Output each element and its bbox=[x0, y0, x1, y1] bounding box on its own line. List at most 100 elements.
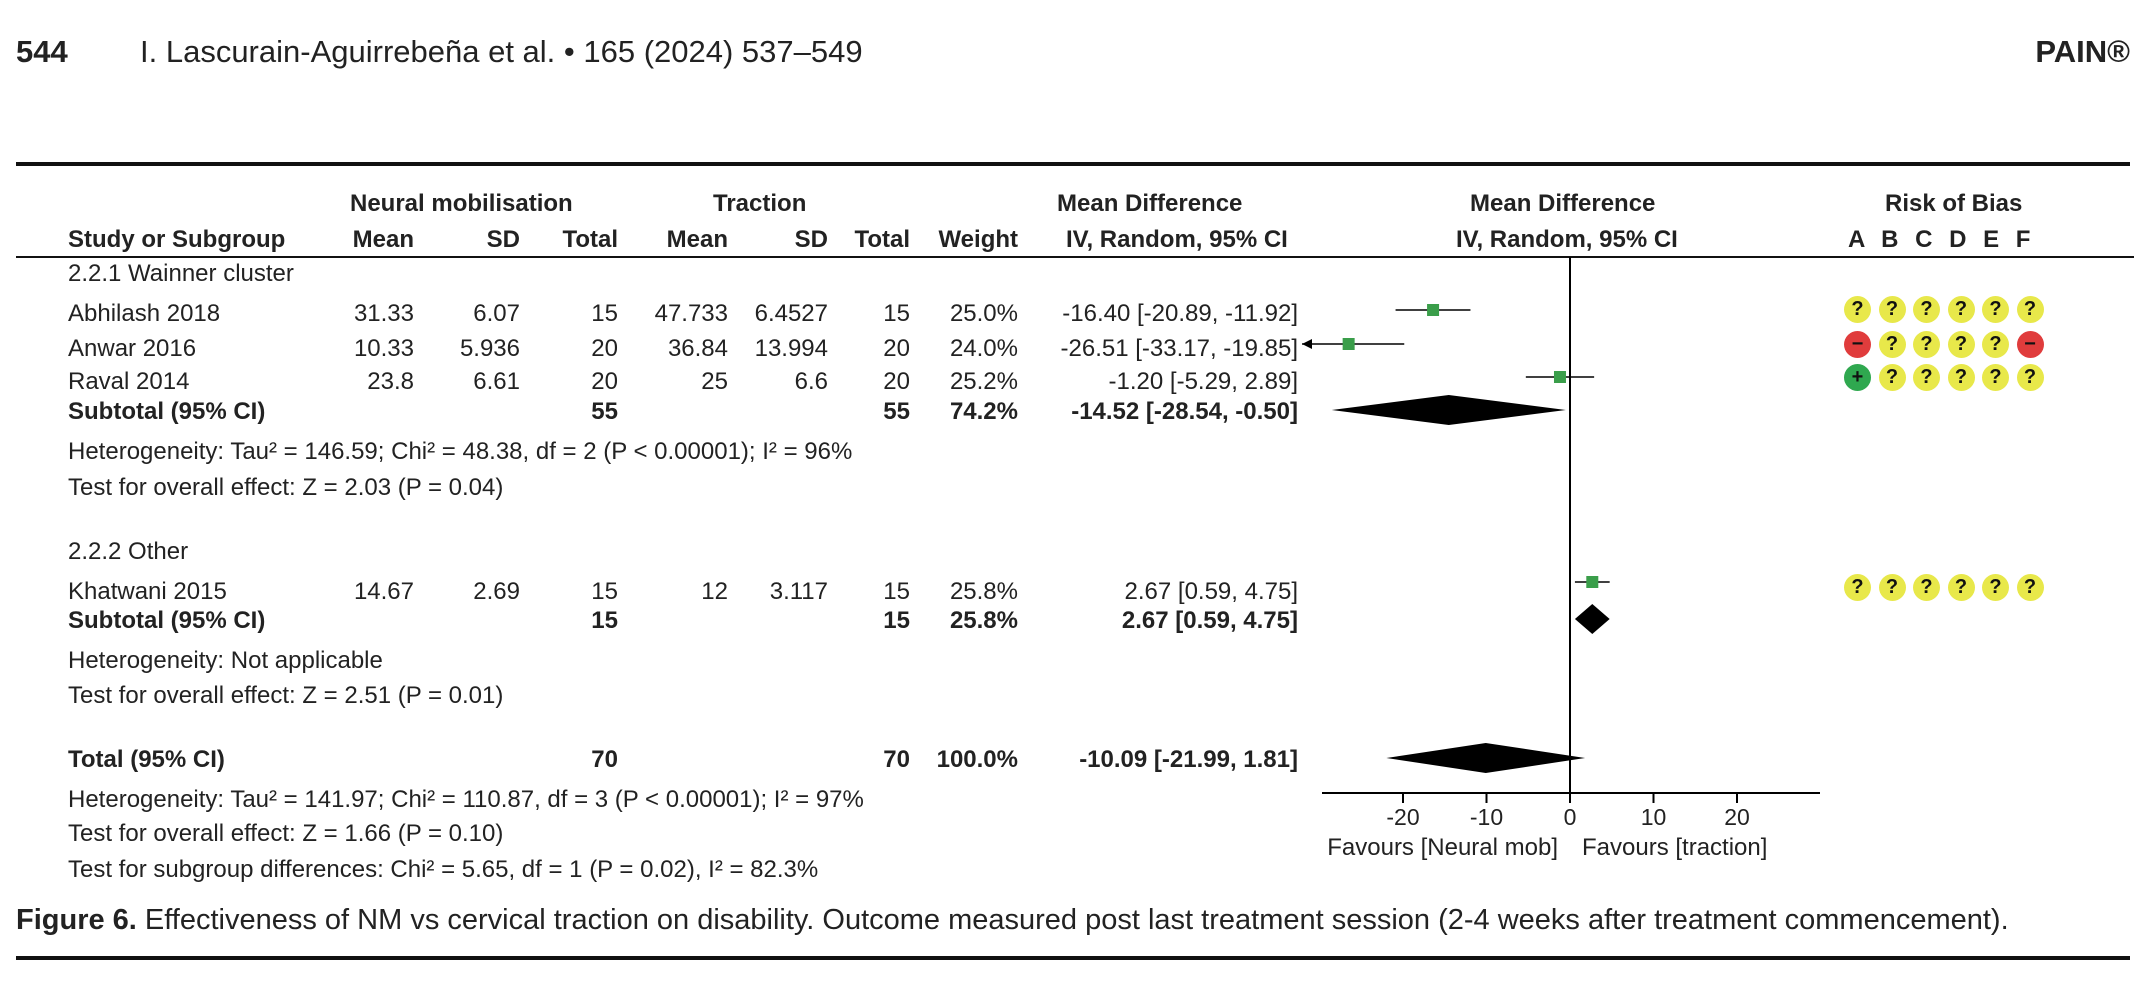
citation: I. Lascurain-Aguirrebeña et al. • 165 (2… bbox=[140, 34, 863, 69]
risk-of-bias-unclear-icon: ? bbox=[1947, 331, 1975, 358]
total-weight: 100.0% bbox=[936, 746, 1018, 773]
risk-of-bias-unclear-icon: ? bbox=[1982, 574, 2009, 601]
col-total1: Total bbox=[562, 226, 618, 253]
x-tick-label: -20 bbox=[1386, 804, 1419, 830]
total1-value: 15 bbox=[591, 300, 618, 327]
favours-left-label: Favours [Neural mob] bbox=[1327, 834, 1558, 861]
risk-of-bias-unclear-icon: ? bbox=[1844, 574, 1871, 601]
risk-of-bias-unclear-icon: ? bbox=[1947, 296, 1975, 323]
risk-of-bias-unclear-icon: ? bbox=[1947, 574, 1975, 601]
group-header-neural: Neural mobilisation bbox=[350, 190, 573, 217]
total-n1: 70 bbox=[591, 746, 618, 773]
ci-value: 2.67 [0.59, 4.75] bbox=[1124, 578, 1298, 605]
heterogeneity-text: Heterogeneity: Not applicable bbox=[68, 647, 383, 674]
risk-of-bias-unclear-icon: ? bbox=[1982, 331, 2009, 358]
group-header-md-right: Mean Difference bbox=[1470, 190, 1656, 217]
col-mean2: Mean bbox=[666, 226, 728, 253]
col-total2: Total bbox=[854, 226, 910, 253]
risk-of-bias-unclear-icon: ? bbox=[1878, 574, 1906, 601]
risk-of-bias-unclear-icon: ? bbox=[1913, 574, 1940, 601]
total1-value: 15 bbox=[591, 578, 618, 605]
subtotal-label: Subtotal (95% CI) bbox=[68, 398, 266, 425]
subtotal-n2: 55 bbox=[883, 398, 910, 425]
pooled-diamond bbox=[1331, 395, 1566, 425]
col-sd1: SD bbox=[486, 226, 520, 253]
risk-of-bias-unclear-icon: ? bbox=[1844, 296, 1871, 323]
col-sd2: SD bbox=[794, 226, 828, 253]
study-marker bbox=[1553, 371, 1566, 383]
pooled-diamond bbox=[1574, 604, 1610, 634]
risk-of-bias-high-icon: − bbox=[1844, 331, 1871, 358]
total1-value: 20 bbox=[591, 368, 618, 395]
ci-value: -16.40 [-20.89, -11.92] bbox=[1062, 300, 1298, 327]
sd1-value: 2.69 bbox=[473, 578, 520, 605]
caption-text: Effectiveness of NM vs cervical traction… bbox=[136, 904, 2009, 936]
total-heterogeneity-text: Heterogeneity: Tau² = 141.97; Chi² = 110… bbox=[68, 786, 864, 813]
study-name: Raval 2014 bbox=[68, 368, 190, 395]
mean2-value: 12 bbox=[701, 578, 728, 605]
col-study: Study or Subgroup bbox=[68, 226, 286, 253]
subtotal-label: Subtotal (95% CI) bbox=[68, 607, 266, 634]
group-header-traction: Traction bbox=[713, 190, 807, 217]
subtotal-n2: 15 bbox=[883, 607, 910, 634]
risk-of-bias-unclear-icon: ? bbox=[1913, 364, 1940, 391]
total-label: Total (95% CI) bbox=[68, 746, 225, 773]
x-tick-label: 10 bbox=[1641, 804, 1667, 830]
heterogeneity-text: Heterogeneity: Tau² = 146.59; Chi² = 48.… bbox=[68, 438, 853, 465]
risk-of-bias-unclear-icon: ? bbox=[1982, 296, 2009, 323]
col-mean1: Mean bbox=[352, 226, 414, 253]
weight-value: 25.2% bbox=[949, 368, 1018, 395]
col-rob-letters: A B C D E F bbox=[1848, 226, 2036, 253]
total-n2: 70 bbox=[883, 746, 910, 773]
risk-of-bias-low-icon: + bbox=[1844, 364, 1871, 391]
overall-effect-text: Test for overall effect: Z = 2.03 (P = 0… bbox=[68, 474, 504, 501]
risk-of-bias-unclear-icon: ? bbox=[2016, 364, 2044, 391]
group-header-rob: Risk of Bias bbox=[1885, 190, 2023, 217]
x-tick-label: 20 bbox=[1724, 804, 1750, 830]
risk-of-bias-unclear-icon: ? bbox=[1878, 364, 1906, 391]
sd1-value: 6.07 bbox=[473, 300, 520, 327]
risk-of-bias-unclear-icon: ? bbox=[1982, 364, 2009, 391]
mean2-value: 25 bbox=[701, 368, 728, 395]
bottom-rule bbox=[16, 956, 2130, 960]
weight-value: 25.8% bbox=[949, 578, 1018, 605]
mean2-value: 36.84 bbox=[667, 335, 728, 362]
ci-value: -1.20 [-5.29, 2.89] bbox=[1108, 368, 1298, 395]
x-tick-label: 0 bbox=[1564, 804, 1577, 830]
mean1-value: 14.67 bbox=[353, 578, 414, 605]
favours-right-label: Favours [traction] bbox=[1582, 834, 1767, 861]
sd2-value: 6.6 bbox=[794, 368, 828, 395]
weight-value: 25.0% bbox=[949, 300, 1018, 327]
risk-of-bias-unclear-icon: ? bbox=[2016, 296, 2044, 323]
risk-of-bias-unclear-icon: ? bbox=[1913, 331, 1940, 358]
risk-of-bias-unclear-icon: ? bbox=[1913, 296, 1940, 323]
mean2-value: 47.733 bbox=[654, 300, 728, 327]
caption-label: Figure 6. bbox=[16, 904, 137, 936]
study-name: Abhilash 2018 bbox=[68, 300, 221, 327]
ci-arrow bbox=[1302, 339, 1312, 349]
mean1-value: 23.8 bbox=[367, 368, 414, 395]
subtotal-ci: -14.52 [-28.54, -0.50] bbox=[1071, 398, 1298, 425]
sd2-value: 6.4527 bbox=[754, 300, 828, 327]
group-header-md-left: Mean Difference bbox=[1057, 190, 1243, 217]
total-overall-effect-text: Test for overall effect: Z = 1.66 (P = 0… bbox=[68, 820, 504, 847]
subtotal-n1: 15 bbox=[591, 607, 618, 634]
total1-value: 20 bbox=[591, 335, 618, 362]
risk-of-bias-unclear-icon: ? bbox=[1878, 296, 1906, 323]
sd2-value: 13.994 bbox=[754, 335, 828, 362]
x-tick-label: -10 bbox=[1470, 804, 1503, 830]
pooled-diamond bbox=[1386, 743, 1586, 773]
col-md-method-plot: IV, Random, 95% CI bbox=[1456, 226, 1678, 253]
total2-value: 20 bbox=[883, 368, 910, 395]
page-number: 544 bbox=[16, 34, 68, 69]
study-marker bbox=[1586, 576, 1599, 588]
weight-value: 24.0% bbox=[949, 335, 1018, 362]
col-md-method: IV, Random, 95% CI bbox=[1066, 226, 1288, 253]
risk-of-bias-unclear-icon: ? bbox=[1947, 364, 1975, 391]
subgroup-title: 2.2.2 Other bbox=[68, 538, 189, 565]
study-marker bbox=[1427, 304, 1440, 316]
study-name: Khatwani 2015 bbox=[68, 578, 227, 605]
total-ci: -10.09 [-21.99, 1.81] bbox=[1079, 746, 1298, 773]
subtotal-weight: 25.8% bbox=[949, 607, 1018, 634]
sd2-value: 3.117 bbox=[769, 578, 828, 605]
